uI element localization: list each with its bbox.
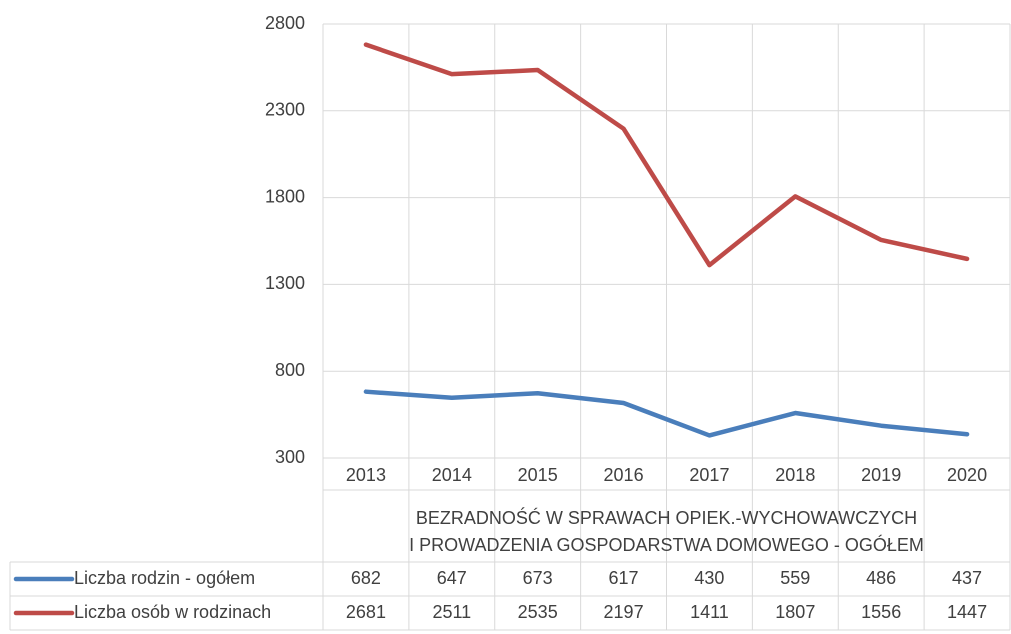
table-value: 647	[437, 568, 467, 588]
x-tick-label: 2013	[346, 465, 386, 485]
table-value: 617	[609, 568, 639, 588]
y-tick-label: 2800	[265, 13, 305, 33]
table-value: 1807	[775, 602, 815, 622]
y-tick-label: 2300	[265, 100, 305, 120]
axis-title: BEZRADNOŚĆ W SPRAWACH OPIEK.-WYCHOWAWCZY…	[416, 507, 917, 528]
series-line	[363, 42, 970, 268]
table-value: 559	[780, 568, 810, 588]
table-value: 1556	[861, 602, 901, 622]
table-value: 2681	[346, 602, 386, 622]
x-tick-label: 2020	[947, 465, 987, 485]
table-value: 1411	[690, 602, 729, 622]
table-value: 430	[694, 568, 724, 588]
series-line	[363, 389, 970, 438]
legend-label: Liczba osób w rodzinach	[74, 602, 271, 622]
table-value: 2511	[432, 602, 471, 622]
x-tick-label: 2019	[861, 465, 901, 485]
axis-title: I PROWADZENIA GOSPODARSTWA DOMOWEGO - OG…	[409, 534, 924, 555]
table-value: 2535	[518, 602, 558, 622]
x-tick-label: 2015	[518, 465, 558, 485]
table-value: 682	[351, 568, 381, 588]
y-tick-label: 1800	[265, 186, 305, 206]
x-tick-label: 2014	[432, 465, 472, 485]
x-tick-label: 2018	[775, 465, 815, 485]
table-value: 437	[952, 568, 982, 588]
table-value: 673	[523, 568, 553, 588]
table-value: 2197	[604, 602, 644, 622]
y-tick-label: 300	[275, 447, 305, 467]
y-tick-label: 800	[275, 360, 305, 380]
y-tick-label: 1300	[265, 273, 305, 293]
x-tick-label: 2017	[689, 465, 729, 485]
x-tick-label: 2016	[604, 465, 644, 485]
legend-label: Liczba rodzin - ogółem	[74, 568, 255, 588]
table-value: 1447	[947, 602, 987, 622]
table-value: 486	[866, 568, 896, 588]
